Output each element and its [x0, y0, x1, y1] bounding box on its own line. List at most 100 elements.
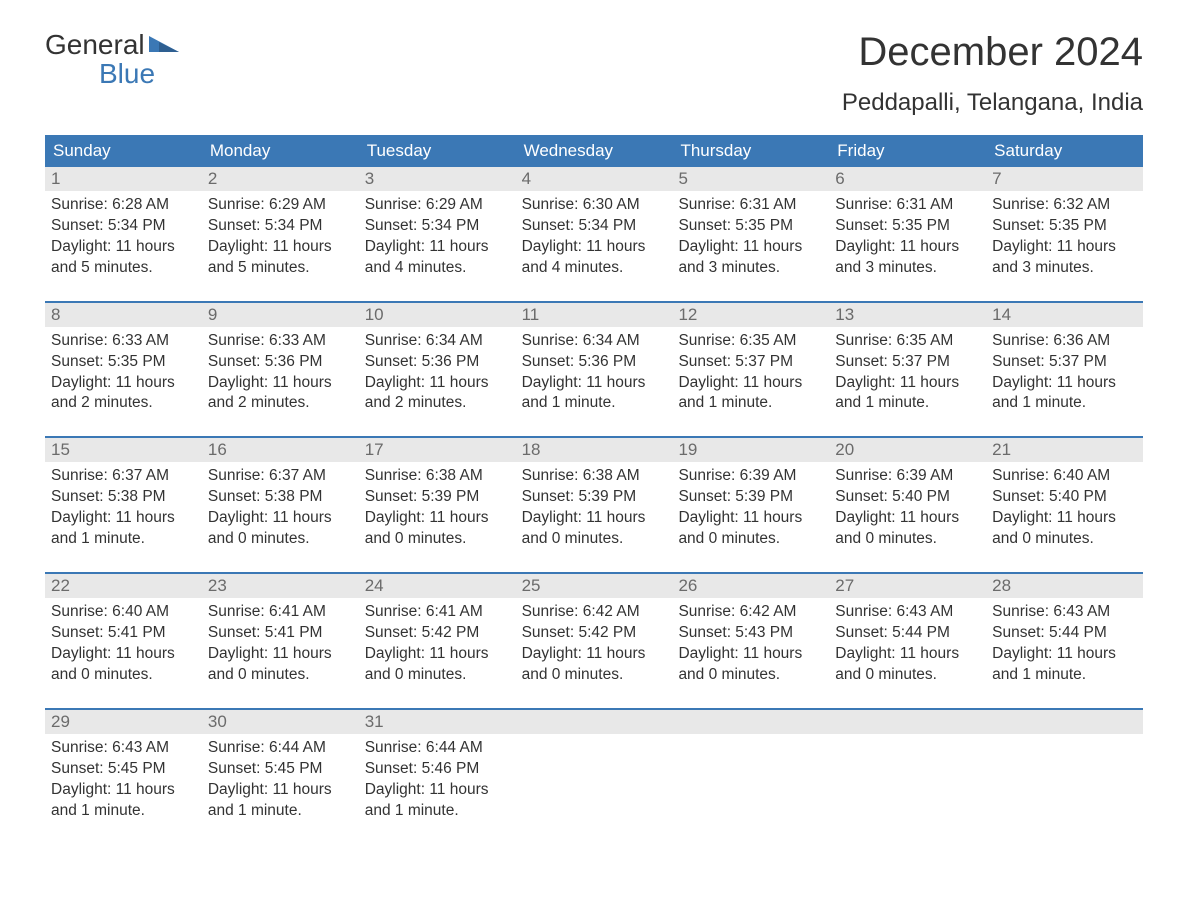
sunrise-text: Sunrise: 6:31 AM: [835, 195, 980, 216]
sunset-text: Sunset: 5:35 PM: [51, 352, 196, 373]
calendar-week: 22Sunrise: 6:40 AMSunset: 5:41 PMDayligh…: [45, 572, 1143, 694]
day-number: 30: [202, 710, 359, 734]
header: General Blue December 2024 Peddapalli, T…: [45, 30, 1143, 117]
calendar-day: 2Sunrise: 6:29 AMSunset: 5:34 PMDaylight…: [202, 167, 359, 287]
sunrise-text: Sunrise: 6:44 AM: [208, 738, 353, 759]
dow-thursday: Thursday: [672, 135, 829, 167]
day-details: Sunrise: 6:30 AMSunset: 5:34 PMDaylight:…: [516, 191, 673, 287]
sunset-text: Sunset: 5:41 PM: [51, 623, 196, 644]
sunrise-text: Sunrise: 6:42 AM: [678, 602, 823, 623]
day-details: Sunrise: 6:29 AMSunset: 5:34 PMDaylight:…: [202, 191, 359, 287]
sunset-text: Sunset: 5:42 PM: [365, 623, 510, 644]
calendar-day: 6 Sunrise: 6:31 AMSunset: 5:35 PMDaylight…: [829, 167, 986, 287]
day-number: [516, 710, 673, 734]
sunrise-text: Sunrise: 6:29 AM: [208, 195, 353, 216]
calendar-day: 30Sunrise: 6:44 AMSunset: 5:45 PMDayligh…: [202, 710, 359, 830]
sunset-text: Sunset: 5:34 PM: [208, 216, 353, 237]
day-number: 2: [202, 167, 359, 191]
calendar-day: 11Sunrise: 6:34 AMSunset: 5:36 PMDayligh…: [516, 303, 673, 423]
day-details: Sunrise: 6:35 AMSunset: 5:37 PMDaylight:…: [672, 327, 829, 423]
day-details: Sunrise: 6:29 AMSunset: 5:34 PMDaylight:…: [359, 191, 516, 287]
calendar-day: [829, 710, 986, 830]
logo-word1: General: [45, 30, 145, 59]
sunset-text: Sunset: 5:42 PM: [522, 623, 667, 644]
calendar-day: 20Sunrise: 6:39 AMSunset: 5:40 PMDayligh…: [829, 438, 986, 558]
sunset-text: Sunset: 5:39 PM: [365, 487, 510, 508]
dow-friday: Friday: [829, 135, 986, 167]
day-details: Sunrise: 6:40 AMSunset: 5:40 PMDaylight:…: [986, 462, 1143, 558]
calendar-day: 26Sunrise: 6:42 AMSunset: 5:43 PMDayligh…: [672, 574, 829, 694]
sunrise-text: Sunrise: 6:41 AM: [365, 602, 510, 623]
sunset-text: Sunset: 5:35 PM: [992, 216, 1137, 237]
day-details: Sunrise: 6:41 AMSunset: 5:42 PMDaylight:…: [359, 598, 516, 694]
day-number: 6: [829, 167, 986, 191]
daylight-text: Daylight: 11 hours and 0 minutes.: [208, 644, 353, 686]
day-details: Sunrise: 6:37 AMSunset: 5:38 PMDaylight:…: [202, 462, 359, 558]
sunset-text: Sunset: 5:46 PM: [365, 759, 510, 780]
day-details: Sunrise: 6:40 AMSunset: 5:41 PMDaylight:…: [45, 598, 202, 694]
page-subtitle: Peddapalli, Telangana, India: [842, 89, 1143, 117]
sunrise-text: Sunrise: 6:31 AM: [678, 195, 823, 216]
day-details: Sunrise: 6:38 AMSunset: 5:39 PMDaylight:…: [516, 462, 673, 558]
sunset-text: Sunset: 5:39 PM: [522, 487, 667, 508]
sunrise-text: Sunrise: 6:44 AM: [365, 738, 510, 759]
daylight-text: Daylight: 11 hours and 3 minutes.: [835, 237, 980, 279]
calendar-day: 3Sunrise: 6:29 AMSunset: 5:34 PMDaylight…: [359, 167, 516, 287]
sunset-text: Sunset: 5:43 PM: [678, 623, 823, 644]
calendar-week: 29Sunrise: 6:43 AMSunset: 5:45 PMDayligh…: [45, 708, 1143, 830]
day-number: 1: [45, 167, 202, 191]
daylight-text: Daylight: 11 hours and 4 minutes.: [365, 237, 510, 279]
daylight-text: Daylight: 11 hours and 3 minutes.: [992, 237, 1137, 279]
calendar-day: 4Sunrise: 6:30 AMSunset: 5:34 PMDaylight…: [516, 167, 673, 287]
daylight-text: Daylight: 11 hours and 1 minute.: [835, 373, 980, 415]
sunset-text: Sunset: 5:35 PM: [835, 216, 980, 237]
dow-wednesday: Wednesday: [516, 135, 673, 167]
calendar-day: 8Sunrise: 6:33 AMSunset: 5:35 PMDaylight…: [45, 303, 202, 423]
daylight-text: Daylight: 11 hours and 5 minutes.: [208, 237, 353, 279]
sunrise-text: Sunrise: 6:43 AM: [835, 602, 980, 623]
logo: General Blue: [45, 30, 179, 89]
daylight-text: Daylight: 11 hours and 0 minutes.: [992, 508, 1137, 550]
sunset-text: Sunset: 5:37 PM: [678, 352, 823, 373]
sunrise-text: Sunrise: 6:38 AM: [522, 466, 667, 487]
day-details: [986, 734, 1143, 814]
day-details: Sunrise: 6:35 AMSunset: 5:37 PMDaylight:…: [829, 327, 986, 423]
calendar-day: [516, 710, 673, 830]
sunset-text: Sunset: 5:44 PM: [835, 623, 980, 644]
day-details: Sunrise: 6:31 AMSunset: 5:35 PMDaylight:…: [672, 191, 829, 287]
sunrise-text: Sunrise: 6:32 AM: [992, 195, 1137, 216]
sunset-text: Sunset: 5:36 PM: [522, 352, 667, 373]
calendar-day: 1Sunrise: 6:28 AMSunset: 5:34 PMDaylight…: [45, 167, 202, 287]
sunrise-text: Sunrise: 6:28 AM: [51, 195, 196, 216]
day-details: Sunrise: 6:33 AMSunset: 5:35 PMDaylight:…: [45, 327, 202, 423]
calendar-day: 22Sunrise: 6:40 AMSunset: 5:41 PMDayligh…: [45, 574, 202, 694]
day-number: 31: [359, 710, 516, 734]
page-title: December 2024: [842, 30, 1143, 75]
day-number: 25: [516, 574, 673, 598]
calendar-day: 28Sunrise: 6:43 AMSunset: 5:44 PMDayligh…: [986, 574, 1143, 694]
day-details: Sunrise: 6:28 AMSunset: 5:34 PMDaylight:…: [45, 191, 202, 287]
day-number: 21: [986, 438, 1143, 462]
sunset-text: Sunset: 5:40 PM: [992, 487, 1137, 508]
calendar-day: 10Sunrise: 6:34 AMSunset: 5:36 PMDayligh…: [359, 303, 516, 423]
day-number: 12: [672, 303, 829, 327]
day-number: 15: [45, 438, 202, 462]
calendar-day: 12Sunrise: 6:35 AMSunset: 5:37 PMDayligh…: [672, 303, 829, 423]
daylight-text: Daylight: 11 hours and 1 minute.: [678, 373, 823, 415]
day-number: 27: [829, 574, 986, 598]
day-number: [672, 710, 829, 734]
sunrise-text: Sunrise: 6:43 AM: [51, 738, 196, 759]
day-details: [672, 734, 829, 814]
sunset-text: Sunset: 5:38 PM: [51, 487, 196, 508]
daylight-text: Daylight: 11 hours and 3 minutes.: [678, 237, 823, 279]
sunset-text: Sunset: 5:34 PM: [522, 216, 667, 237]
calendar-day: 16Sunrise: 6:37 AMSunset: 5:38 PMDayligh…: [202, 438, 359, 558]
daylight-text: Daylight: 11 hours and 1 minute.: [365, 780, 510, 822]
daylight-text: Daylight: 11 hours and 0 minutes.: [51, 644, 196, 686]
day-number: 24: [359, 574, 516, 598]
sunrise-text: Sunrise: 6:35 AM: [835, 331, 980, 352]
daylight-text: Daylight: 11 hours and 0 minutes.: [365, 508, 510, 550]
daylight-text: Daylight: 11 hours and 0 minutes.: [522, 644, 667, 686]
day-details: Sunrise: 6:38 AMSunset: 5:39 PMDaylight:…: [359, 462, 516, 558]
weeks-container: 1Sunrise: 6:28 AMSunset: 5:34 PMDaylight…: [45, 167, 1143, 829]
